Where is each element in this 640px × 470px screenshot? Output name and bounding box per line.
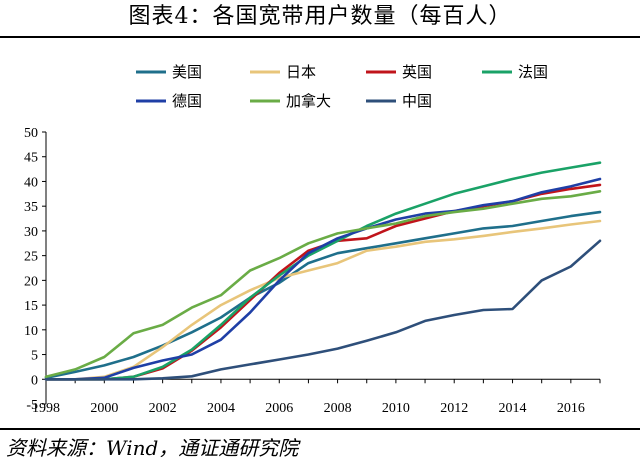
- x-tick-label: 2012: [440, 401, 468, 416]
- y-tick-label: 40: [24, 175, 38, 190]
- series-line-5: [44, 190, 602, 379]
- y-tick-label: 30: [24, 225, 38, 240]
- x-tick-label: 2000: [90, 401, 118, 416]
- legend-label-3: 法国: [518, 63, 548, 81]
- series-line-6: [44, 239, 602, 381]
- y-tick-label: 5: [31, 349, 38, 364]
- y-tick-label: 20: [24, 274, 38, 289]
- x-tick-label: 2016: [557, 401, 585, 416]
- x-tick-label: 2006: [265, 401, 293, 416]
- legend-label-2: 英国: [402, 63, 432, 81]
- source-note: 资料来源：Wind，通证通研究院: [6, 436, 299, 460]
- x-tick-label: 1998: [32, 401, 60, 416]
- series-line-1: [44, 219, 602, 381]
- chart-title: 图表4：各国宽带用户数量（每百人）: [128, 4, 512, 29]
- y-tick-label: 10: [24, 324, 38, 339]
- x-tick-label: 2010: [382, 401, 410, 416]
- y-tick-label: 50: [24, 126, 38, 141]
- x-tick-label: 2004: [207, 401, 235, 416]
- y-tick-label: 0: [31, 373, 38, 388]
- series-line-4: [44, 177, 602, 381]
- bottom-rule: [0, 428, 640, 430]
- top-rule: [0, 36, 640, 38]
- legend-label-1: 日本: [286, 63, 316, 81]
- y-tick-label: 35: [24, 200, 38, 215]
- legend-label-6: 中国: [402, 92, 432, 110]
- x-tick-label: 2008: [324, 401, 352, 416]
- y-tick-label: 45: [24, 151, 38, 166]
- series-line-3: [44, 161, 602, 381]
- x-tick-label: 2014: [499, 401, 527, 416]
- series-line-0: [44, 210, 602, 380]
- y-tick-label: 25: [24, 250, 38, 265]
- series-line-2: [44, 183, 602, 381]
- y-tick-label: -5: [26, 398, 38, 413]
- y-tick-label: 15: [24, 299, 38, 314]
- legend-label-0: 美国: [172, 63, 202, 81]
- x-tick-label: 2002: [149, 401, 177, 416]
- legend-label-4: 德国: [172, 92, 202, 110]
- legend-label-5: 加拿大: [286, 92, 331, 110]
